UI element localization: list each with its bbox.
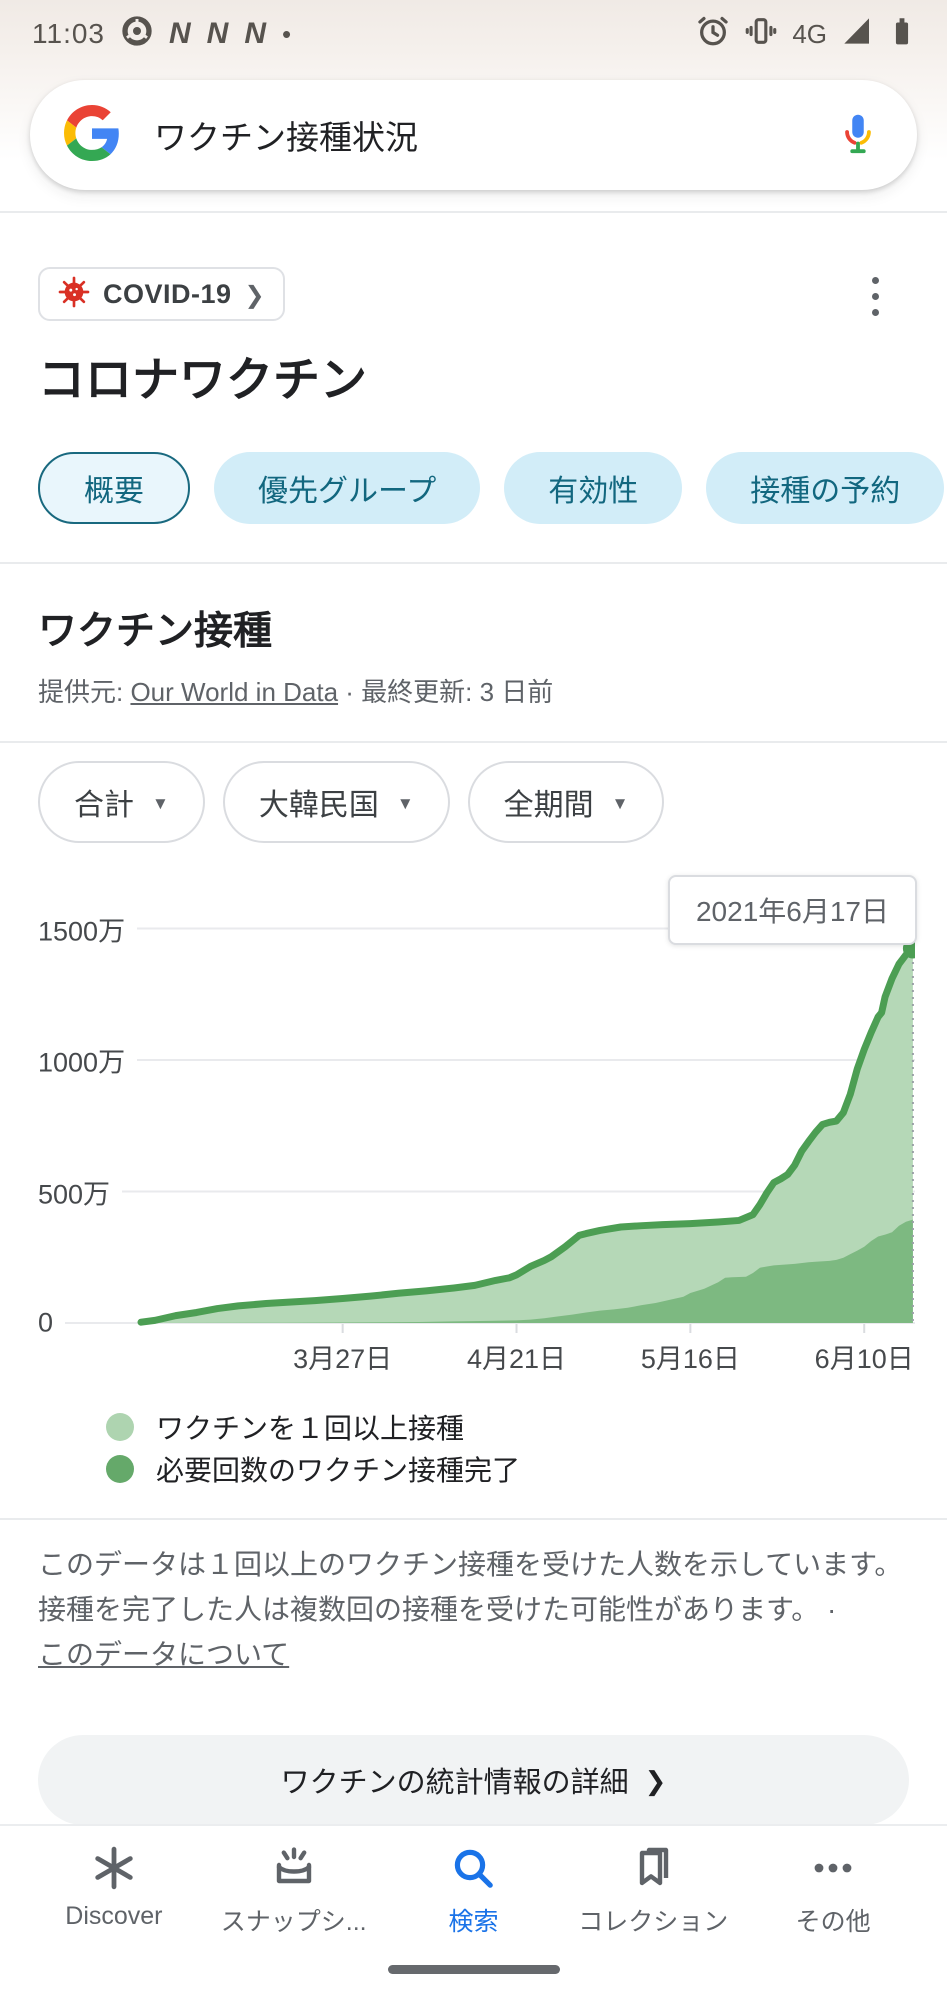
details-button-label: ワクチンの統計情報の詳細 [280, 1767, 629, 1799]
legend-label: 必要回数のワクチン接種完了 [156, 1455, 521, 1486]
nav-label: 検索 [448, 1908, 499, 1936]
virus-icon [58, 276, 90, 313]
source-suffix: · 最終更新: 3 日前 [338, 677, 554, 707]
n-notification-icon: N [244, 17, 267, 50]
legend-label: ワクチンを１回以上接種 [156, 1413, 465, 1444]
more-options-menu[interactable] [855, 273, 895, 319]
tab-effectiveness[interactable]: 有効性 [504, 452, 683, 524]
snapshot-icon [270, 1844, 318, 1892]
mic-icon[interactable] [835, 110, 881, 161]
y-axis-label: 500万 [38, 1172, 123, 1211]
legend-dot-dark-green [106, 1455, 134, 1483]
chart-filters: 合計 ▼ 大韓民国 ▼ 全期間 ▼ [38, 761, 909, 843]
vaccination-chart[interactable]: 2021年6月17日 0 500万 1000万 1500万 3月27日 4月21日 5月16… [0, 850, 947, 1380]
x-axis-label: 6月10日 [814, 1344, 914, 1374]
status-bar: 11:03 N N N • 4G [0, 0, 947, 58]
alarm-icon [696, 14, 730, 55]
source-line: 提供元: Our World in Data · 最終更新: 3 日前 [38, 672, 909, 709]
y-axis-label: 0 [38, 1307, 66, 1339]
source-prefix: 提供元: [38, 677, 131, 707]
metric-dropdown-value: 合計 [74, 789, 134, 822]
bottom-navigation: Discover スナップシ... 検索 [0, 1824, 947, 2000]
x-axis-label: 5月16日 [640, 1344, 740, 1374]
vaccination-chart-svg[interactable] [38, 900, 915, 1340]
caret-down-icon: ▼ [611, 793, 629, 813]
caret-down-icon: ▼ [396, 793, 414, 813]
region-dropdown-value: 大韓民国 [258, 789, 379, 822]
legend-item-fully-vaccinated: 必要回数のワクチン接種完了 [106, 1448, 909, 1490]
nav-label: その他 [795, 1908, 871, 1936]
period-dropdown[interactable]: 全期間 ▼ [467, 761, 665, 843]
battery-icon [887, 14, 917, 55]
legend-item-one-dose: ワクチンを１回以上接種 [106, 1406, 909, 1448]
covid-19-chip[interactable]: COVID-19 ❯ [38, 267, 285, 321]
x-axis-label: 4月21日 [466, 1344, 567, 1374]
google-g-icon [64, 104, 120, 166]
search-bar[interactable]: ワクチン接種状況 [30, 80, 917, 190]
discover-icon [90, 1844, 138, 1892]
more-icon [809, 1844, 857, 1892]
data-disclaimer: このデータは１回以上のワクチン接種を受けた人数を示しています。 接種を完了した人… [38, 1542, 909, 1677]
legend-dot-light-green [106, 1413, 134, 1441]
n-notification-icon: N [169, 17, 191, 50]
about-data-link[interactable]: このデータについて [38, 1639, 290, 1670]
nav-snapshot[interactable]: スナップシ... [209, 1844, 379, 1938]
nav-search[interactable]: 検索 [388, 1844, 558, 1938]
divider [0, 1518, 947, 1520]
clock-time: 11:03 [32, 18, 105, 49]
nav-more[interactable]: その他 [748, 1844, 918, 1938]
collections-icon [629, 1844, 677, 1892]
disclaimer-line2: 接種を完了した人は複数回の接種を受けた可能性があります。 · [38, 1594, 837, 1625]
chevron-right-icon: ❯ [644, 1765, 667, 1796]
tab-appointment[interactable]: 接種の予約 [706, 452, 945, 524]
metric-dropdown[interactable]: 合計 ▼ [38, 761, 205, 843]
search-icon [449, 1844, 497, 1892]
caret-down-icon: ▼ [152, 793, 169, 813]
n-notification-icon: N [206, 17, 229, 50]
vibrate-icon [744, 14, 778, 55]
source-link[interactable]: Our World in Data [130, 677, 339, 707]
header: 11:03 N N N • 4G [0, 0, 947, 213]
page-title: コロナワクチン [38, 353, 367, 406]
y-axis-label: 1500万 [38, 909, 138, 948]
disclaimer-line1: このデータは１回以上のワクチン接種を受けた人数を示しています。 [38, 1549, 903, 1580]
y-axis-label: 1000万 [38, 1040, 138, 1080]
topic-tabs: 概要 優先グループ 有効性 接種の予約 [0, 452, 947, 524]
vaccine-stats-details-button[interactable]: ワクチンの統計情報の詳細 ❯ [38, 1735, 909, 1825]
nav-discover[interactable]: Discover [29, 1844, 199, 1938]
chart-tooltip: 2021年6月17日 [667, 875, 917, 945]
region-dropdown[interactable]: 大韓民国 ▼ [222, 761, 450, 843]
tab-overview[interactable]: 概要 [38, 452, 190, 524]
chevron-right-icon: ❯ [244, 281, 265, 309]
search-input[interactable]: ワクチン接種状況 [154, 119, 418, 156]
nav-collections[interactable]: コレクション [568, 1844, 738, 1938]
home-indicator[interactable] [387, 1965, 560, 1974]
x-axis-label: 3月27日 [293, 1344, 393, 1374]
dot-icon: • [282, 18, 292, 49]
nav-label: スナップシ... [220, 1908, 367, 1936]
period-dropdown-value: 全期間 [503, 789, 594, 822]
network-type-label: 4G [792, 18, 827, 49]
topic-row: COVID-19 ❯ [0, 267, 947, 321]
divider [0, 562, 947, 564]
chart-legend: ワクチンを１回以上接種 必要回数のワクチン接種完了 [106, 1406, 909, 1490]
nav-label: コレクション [578, 1908, 729, 1936]
signal-icon [841, 15, 873, 54]
section-heading: ワクチン接種 [38, 610, 273, 653]
nav-label: Discover [65, 1902, 163, 1930]
tab-priority-groups[interactable]: 優先グループ [214, 452, 481, 524]
covid-chip-label: COVID-19 [103, 278, 232, 309]
chrome-icon [121, 15, 153, 54]
divider [0, 741, 947, 743]
